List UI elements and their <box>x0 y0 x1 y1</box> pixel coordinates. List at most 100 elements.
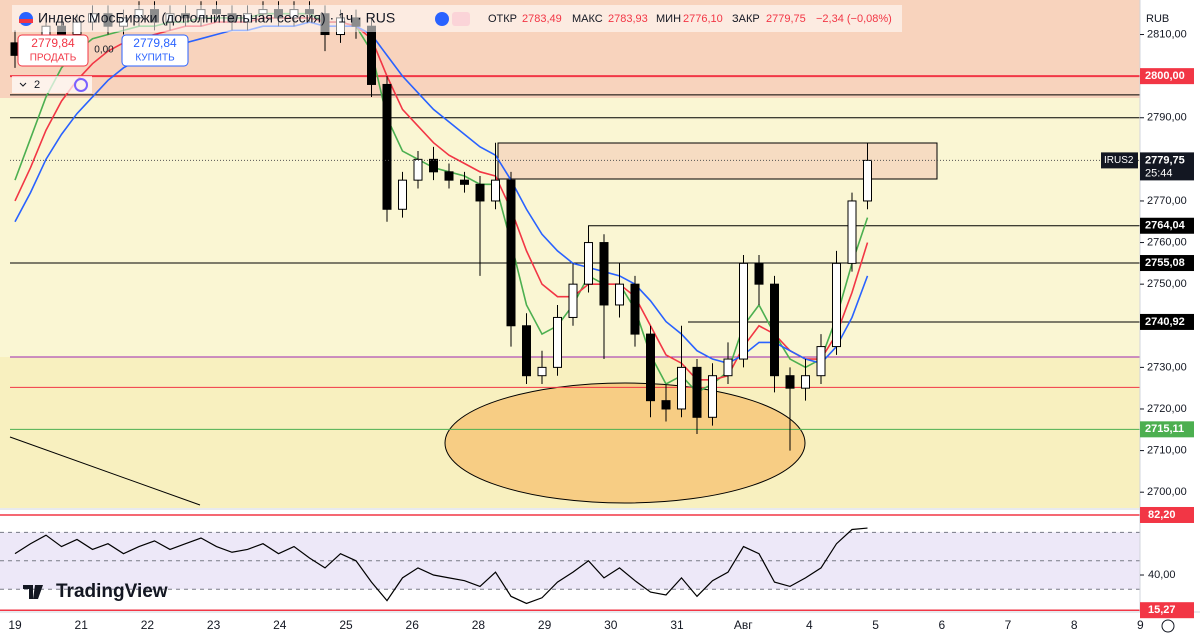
candle-body <box>661 400 671 410</box>
ohlc-value: 2783,93 <box>608 13 648 25</box>
candle-body <box>723 358 733 377</box>
candle-body <box>692 366 702 418</box>
level-marker <box>1140 255 1194 272</box>
level-label: 15,27 <box>1148 604 1176 616</box>
candle-body <box>413 158 423 181</box>
candle-body <box>382 83 392 210</box>
candle-body <box>630 283 640 335</box>
y-tick-label: 2720,00 <box>1147 403 1187 415</box>
level-marker <box>1140 506 1194 523</box>
sell-price[interactable]: 2779,84 <box>31 36 75 50</box>
x-tick-label: 24 <box>273 618 287 632</box>
indicators-count[interactable]: 2 <box>34 79 40 91</box>
candle-body <box>816 346 826 377</box>
settings-icon[interactable] <box>1161 619 1175 633</box>
level-marker <box>1140 313 1194 330</box>
x-tick-label: 7 <box>1005 618 1012 632</box>
ohlc-change: −2,34 (−0,08%) <box>816 13 892 25</box>
ohlc-label: МАКС <box>572 13 603 25</box>
y-tick-label: 2810,00 <box>1147 28 1187 40</box>
x-tick-label: 8 <box>1071 618 1078 632</box>
zone-mid <box>0 98 1140 357</box>
buy-label[interactable]: КУПИТЬ <box>135 53 175 64</box>
sell-button[interactable] <box>17 34 89 67</box>
y-tick-label: 2790,00 <box>1147 112 1187 124</box>
level-label: 2740,92 <box>1145 316 1185 328</box>
y-tick-label: 2760,00 <box>1147 236 1187 248</box>
symbol-title: Индекс МосБиржи (дополнительная сессия) … <box>38 10 395 26</box>
ohlc-value: 2783,49 <box>522 13 562 25</box>
x-tick-label: 9 <box>1137 618 1144 632</box>
candle-body <box>785 375 795 389</box>
ohlc-value: 2776,10 <box>683 13 723 25</box>
ohlc-value: 2779,75 <box>766 13 806 25</box>
symbol-badge <box>1101 152 1138 169</box>
candle-body <box>863 159 872 202</box>
candle-body <box>615 283 624 306</box>
ohlc-label: ЗАКР <box>732 13 760 25</box>
level-label: 2755,08 <box>1145 257 1185 269</box>
candle-body <box>599 242 609 306</box>
price-label: 2779,75 <box>1145 154 1185 166</box>
candle-body <box>584 242 593 285</box>
level-label: 2764,04 <box>1145 220 1186 232</box>
candle-body <box>832 262 841 348</box>
status-icon <box>435 12 449 26</box>
ohlc-label: МИН <box>656 13 681 25</box>
logo-icon <box>23 585 43 599</box>
collapse-icon[interactable] <box>19 82 27 87</box>
candle-body <box>553 316 562 368</box>
x-tick-label: 22 <box>141 618 155 632</box>
x-tick-label: 29 <box>538 618 552 632</box>
buy-price[interactable]: 2779,84 <box>133 36 177 50</box>
y-tick-label: 2770,00 <box>1147 195 1187 207</box>
candle-body <box>708 375 717 418</box>
x-tick-label: 19 <box>8 618 22 632</box>
x-tick-label: 30 <box>604 618 618 632</box>
candle-body <box>506 179 516 327</box>
spread: 0,00 <box>94 45 114 56</box>
candle-body <box>460 179 469 185</box>
x-tick-label: 26 <box>406 618 420 632</box>
x-tick-label: 23 <box>207 618 221 632</box>
currency[interactable]: RUB <box>1146 13 1169 25</box>
candle-body <box>754 262 764 285</box>
level-marker <box>1140 602 1194 619</box>
candle-body <box>677 366 686 410</box>
level-marker <box>1140 68 1194 85</box>
flag-icon <box>19 19 33 23</box>
level-label: 2715,11 <box>1145 423 1184 435</box>
candle-body <box>568 283 578 318</box>
x-tick-label: 5 <box>872 618 879 632</box>
candle-body <box>491 179 500 202</box>
candle-body <box>770 283 779 377</box>
y-tick-label: 40,00 <box>1148 569 1176 581</box>
x-tick-label: 6 <box>938 618 945 632</box>
countdown: 25:44 <box>1145 167 1173 179</box>
refresh-icon[interactable] <box>74 78 88 92</box>
candle-body <box>801 375 810 389</box>
y-tick-label: 2750,00 <box>1147 278 1187 290</box>
level-label: 2800,00 <box>1145 70 1185 82</box>
buy-button[interactable] <box>121 34 189 67</box>
candle-body <box>367 25 376 85</box>
candle-body <box>739 262 748 360</box>
candle-body <box>398 179 407 210</box>
status-icon <box>452 12 470 26</box>
candle-body <box>646 333 655 402</box>
candle-body <box>537 366 547 377</box>
sell-label[interactable]: ПРОДАТЬ <box>30 53 77 64</box>
logo: TradingView <box>56 581 168 602</box>
level-marker <box>1140 421 1194 438</box>
x-tick-label: 4 <box>806 618 813 632</box>
level-label: 82,20 <box>1148 509 1176 521</box>
x-tick-label: 21 <box>75 618 89 632</box>
candle-body <box>444 171 454 181</box>
x-tick-label: 31 <box>670 618 684 632</box>
x-tick-label: 28 <box>472 618 486 632</box>
symbol-label: IRUS2 <box>1104 155 1134 166</box>
candle-body <box>475 183 485 202</box>
time-axis <box>0 612 1200 644</box>
candle-body <box>847 200 857 264</box>
